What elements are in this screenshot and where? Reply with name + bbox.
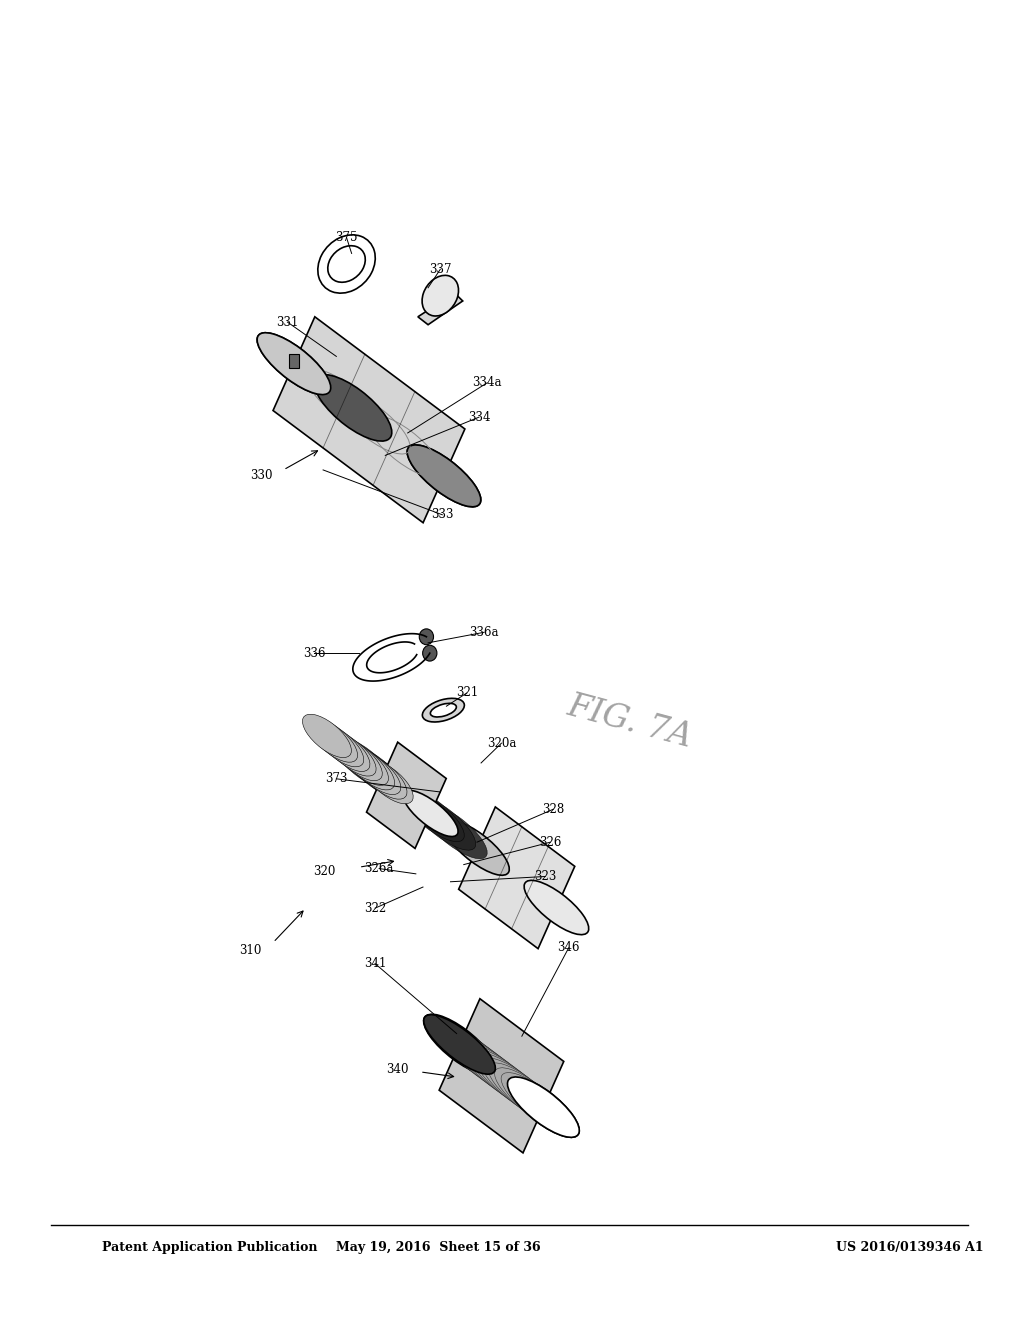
Polygon shape bbox=[273, 317, 465, 523]
Text: 321: 321 bbox=[456, 686, 478, 700]
Ellipse shape bbox=[501, 1073, 572, 1133]
Text: 320: 320 bbox=[313, 865, 335, 878]
Ellipse shape bbox=[331, 735, 395, 791]
Ellipse shape bbox=[419, 628, 433, 644]
Ellipse shape bbox=[430, 704, 457, 717]
Text: FIG. 7A: FIG. 7A bbox=[564, 690, 696, 754]
Polygon shape bbox=[367, 742, 446, 849]
Ellipse shape bbox=[508, 1077, 580, 1138]
Ellipse shape bbox=[346, 747, 394, 789]
Ellipse shape bbox=[422, 276, 459, 315]
Ellipse shape bbox=[353, 752, 419, 808]
Ellipse shape bbox=[308, 719, 357, 762]
Ellipse shape bbox=[358, 756, 407, 799]
Ellipse shape bbox=[444, 821, 509, 875]
Text: 328: 328 bbox=[543, 803, 564, 816]
Ellipse shape bbox=[302, 714, 351, 758]
Text: 373: 373 bbox=[325, 772, 347, 785]
Ellipse shape bbox=[354, 754, 410, 800]
Polygon shape bbox=[418, 293, 463, 325]
Ellipse shape bbox=[463, 1044, 535, 1104]
Ellipse shape bbox=[365, 760, 413, 804]
Ellipse shape bbox=[328, 733, 376, 776]
Ellipse shape bbox=[456, 1039, 527, 1098]
Text: 334: 334 bbox=[468, 411, 490, 424]
Text: 375: 375 bbox=[335, 231, 357, 244]
Ellipse shape bbox=[524, 880, 589, 935]
Ellipse shape bbox=[257, 333, 331, 395]
Ellipse shape bbox=[340, 742, 388, 785]
Text: 330: 330 bbox=[250, 469, 272, 482]
Ellipse shape bbox=[314, 723, 364, 767]
Ellipse shape bbox=[399, 787, 464, 842]
Ellipse shape bbox=[423, 645, 437, 661]
Ellipse shape bbox=[257, 333, 331, 395]
Text: 336a: 336a bbox=[469, 626, 499, 639]
Ellipse shape bbox=[408, 445, 481, 507]
Ellipse shape bbox=[443, 1030, 515, 1089]
Ellipse shape bbox=[424, 1014, 496, 1074]
Text: 334a: 334a bbox=[472, 376, 502, 389]
Text: 331: 331 bbox=[276, 315, 299, 329]
Bar bbox=[289, 355, 299, 368]
Ellipse shape bbox=[403, 791, 458, 837]
Ellipse shape bbox=[469, 1048, 541, 1107]
Ellipse shape bbox=[488, 1063, 560, 1122]
Text: Patent Application Publication: Patent Application Publication bbox=[102, 1241, 317, 1254]
Text: 340: 340 bbox=[386, 1063, 409, 1076]
Text: US 2016/0139346 A1: US 2016/0139346 A1 bbox=[836, 1241, 983, 1254]
Ellipse shape bbox=[430, 1019, 502, 1078]
Polygon shape bbox=[459, 807, 574, 949]
Ellipse shape bbox=[475, 1053, 547, 1113]
Text: 326a: 326a bbox=[365, 862, 394, 875]
Ellipse shape bbox=[411, 796, 476, 850]
Ellipse shape bbox=[342, 744, 407, 799]
Text: 333: 333 bbox=[431, 508, 454, 521]
Text: 310: 310 bbox=[240, 944, 262, 957]
Ellipse shape bbox=[450, 1034, 521, 1093]
Text: 323: 323 bbox=[535, 870, 556, 883]
Ellipse shape bbox=[366, 762, 430, 816]
Ellipse shape bbox=[481, 1059, 553, 1118]
Polygon shape bbox=[439, 999, 564, 1152]
Ellipse shape bbox=[377, 770, 441, 825]
Ellipse shape bbox=[508, 1077, 580, 1137]
Ellipse shape bbox=[424, 1015, 496, 1074]
Ellipse shape bbox=[508, 1077, 580, 1138]
Text: 341: 341 bbox=[364, 957, 386, 970]
Ellipse shape bbox=[352, 751, 400, 795]
Text: 326: 326 bbox=[540, 836, 561, 849]
Ellipse shape bbox=[422, 698, 464, 722]
Text: 320a: 320a bbox=[486, 737, 516, 750]
Ellipse shape bbox=[321, 729, 370, 771]
Text: 322: 322 bbox=[364, 902, 386, 915]
Text: May 19, 2016  Sheet 15 of 36: May 19, 2016 Sheet 15 of 36 bbox=[336, 1241, 541, 1254]
Ellipse shape bbox=[408, 445, 481, 507]
Text: 337: 337 bbox=[429, 263, 452, 276]
Ellipse shape bbox=[436, 1024, 508, 1084]
Text: 336: 336 bbox=[303, 647, 326, 660]
Ellipse shape bbox=[334, 738, 382, 780]
Ellipse shape bbox=[495, 1068, 566, 1127]
Text: 346: 346 bbox=[557, 941, 580, 954]
Ellipse shape bbox=[388, 779, 453, 833]
Ellipse shape bbox=[424, 1015, 496, 1074]
Ellipse shape bbox=[423, 804, 487, 859]
Ellipse shape bbox=[314, 375, 392, 441]
